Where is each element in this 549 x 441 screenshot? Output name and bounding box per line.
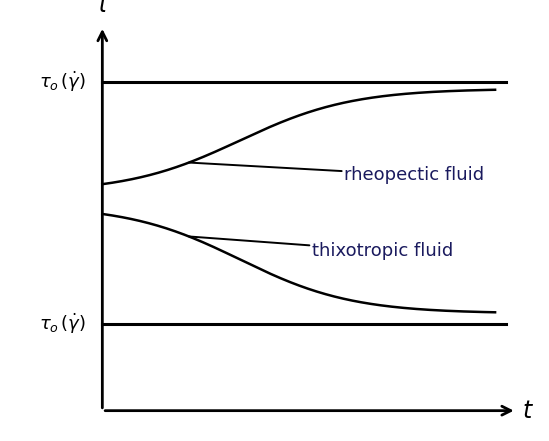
Text: $\tau_o\,( \dot{\gamma})$: $\tau_o\,( \dot{\gamma})$ [39, 312, 86, 336]
Text: $\tau$: $\tau$ [94, 0, 110, 17]
Text: thixotropic fluid: thixotropic fluid [189, 236, 453, 260]
Text: $t$: $t$ [522, 399, 534, 422]
Text: $\tau_o\,( \dot{\gamma})$: $\tau_o\,( \dot{\gamma})$ [39, 70, 86, 94]
Text: rheopectic fluid: rheopectic fluid [189, 163, 485, 184]
